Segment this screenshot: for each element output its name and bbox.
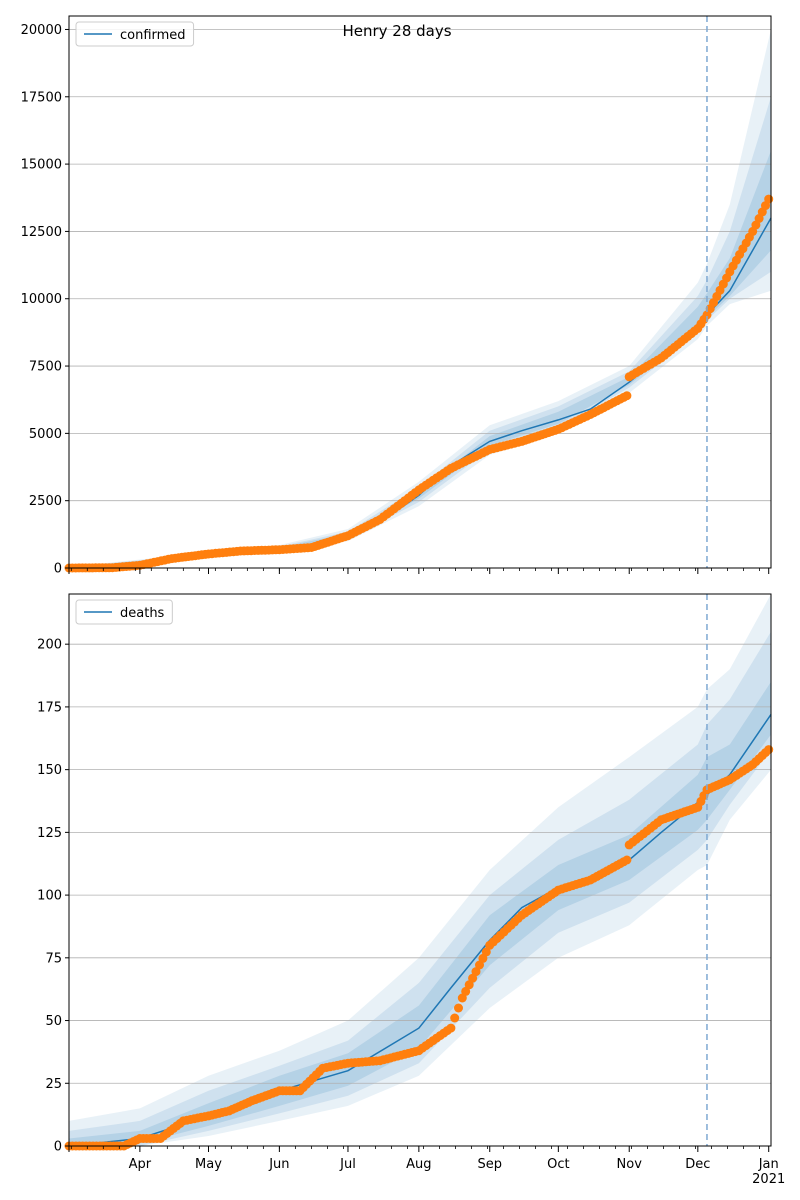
deaths-xtick-label-8: Dec: [685, 1157, 710, 1172]
deaths-observed-point-205: [764, 745, 774, 755]
deaths-legend-label: deaths: [120, 606, 165, 621]
confirmed-ytick-label-7: 17500: [21, 90, 62, 105]
deaths-ytick-label-4: 100: [37, 889, 62, 904]
deaths-ytick-label-1: 25: [45, 1077, 62, 1092]
deaths-xtick-label-3: Jul: [339, 1157, 356, 1172]
deaths-band-1: [69, 594, 771, 1146]
deaths-observed-point-162: [622, 855, 632, 865]
deaths-panel: 0 25 50 75 100 125 150 175 200 Apr May Jun Jul Aug Se…: [37, 593, 785, 1187]
deaths-legend: deaths: [75, 599, 173, 625]
deaths-ytick-label-8: 200: [37, 638, 62, 653]
deaths-observed-point-113: [454, 1003, 463, 1013]
deaths-observed-point-112: [450, 1013, 460, 1023]
confirmed-ytick-label-6: 15000: [21, 158, 62, 173]
confirmed-ytick-label-3: 7500: [29, 360, 62, 375]
deaths-axes-frame: [68, 593, 772, 1147]
confirmed-observed-point-204: [764, 194, 774, 204]
confirmed-ytick-label-1: 2500: [29, 494, 62, 509]
deaths-xtick-label-9: Jan: [758, 1157, 779, 1172]
confirmed-axes-frame: [68, 15, 772, 569]
confirmed-ytick-label-0: 0: [54, 562, 62, 577]
deaths-ytick-label-0: 0: [54, 1140, 62, 1155]
deaths-xtick-label-1: May: [195, 1157, 222, 1172]
confirmed-panel: 0 2500 5000 7500 10000 12500 15000 17500 20000 c…: [21, 15, 774, 577]
confirmed-x-axis: [68, 568, 770, 574]
deaths-xtick-label-5: Sep: [477, 1157, 502, 1172]
deaths-xtick-sublabel-9: 2021: [752, 1172, 785, 1187]
deaths-xtick-label-0: Apr: [129, 1157, 152, 1172]
figure-title: Henry 28 days: [342, 22, 451, 40]
deaths-observed-point-115: [461, 986, 471, 996]
deaths-legend-box: [75, 599, 173, 625]
deaths-ytick-label-3: 75: [45, 951, 62, 966]
confirmed-ytick-label-8: 20000: [21, 23, 62, 38]
deaths-ytick-label-6: 150: [37, 763, 62, 778]
confirmed-ytick-label-4: 10000: [21, 292, 62, 307]
confirmed-ytick-label-5: 12500: [21, 225, 62, 240]
deaths-confidence-bands: [69, 594, 771, 1146]
deaths-observed-point-118: [471, 967, 481, 977]
confirmed-ytick-label-2: 5000: [29, 427, 62, 442]
confirmed-legend-label: confirmed: [120, 28, 186, 43]
confirmed-observed-points: [64, 194, 774, 573]
confirmed-legend-box: [75, 21, 195, 47]
deaths-xtick-label-7: Nov: [617, 1157, 643, 1172]
deaths-y-axis: 0 25 50 75 100 125 150 175 200: [37, 638, 69, 1155]
deaths-xtick-label-4: Aug: [406, 1157, 431, 1172]
deaths-observed-point-111: [446, 1023, 456, 1033]
confirmed-legend: confirmed: [75, 21, 195, 47]
confirmed-observed-point-161: [622, 391, 632, 401]
deaths-xtick-label-2: Jun: [268, 1157, 289, 1172]
deaths-band-2: [69, 631, 771, 1146]
deaths-ytick-label-2: 50: [45, 1014, 62, 1029]
deaths-xtick-label-6: Oct: [547, 1157, 569, 1172]
deaths-ytick-label-7: 175: [37, 700, 62, 715]
confirmed-y-axis: 0 2500 5000 7500 10000 12500 15000 17500 20000: [21, 23, 69, 577]
deaths-ytick-label-5: 125: [37, 826, 62, 841]
